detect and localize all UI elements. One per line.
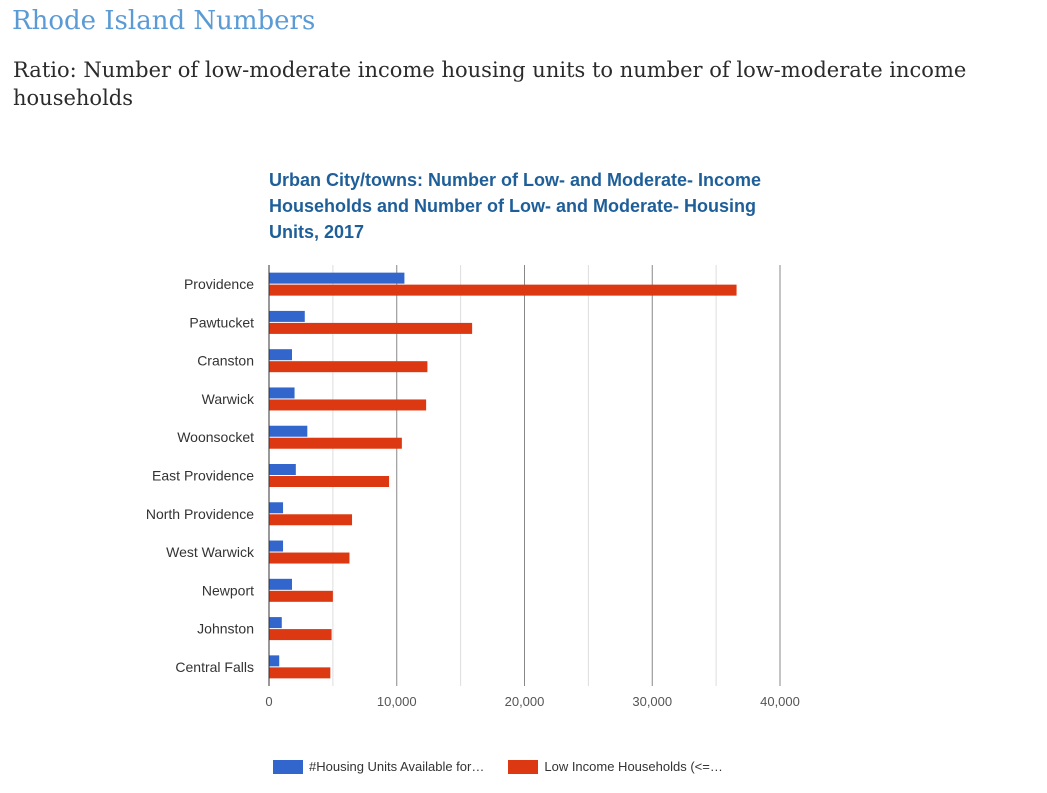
housing-units-bar[interactable] bbox=[269, 617, 282, 629]
housing-units-bar[interactable] bbox=[269, 578, 292, 590]
legend-swatch bbox=[508, 759, 539, 774]
x-tick-label: 30,000 bbox=[632, 694, 672, 709]
legend-label: #Housing Units Available for… bbox=[309, 759, 485, 774]
page-subtitle: Ratio: Number of low-moderate income hou… bbox=[13, 58, 967, 110]
category-label: Woonsocket bbox=[177, 429, 254, 445]
category-label: Newport bbox=[202, 582, 254, 598]
x-tick-label: 0 bbox=[265, 694, 272, 709]
low-income-households-bar[interactable] bbox=[269, 361, 428, 373]
low-income-households-bar[interactable] bbox=[269, 284, 737, 296]
x-tick-labels: 0 10,000 20,000 30,000 40,000 bbox=[265, 694, 800, 709]
category-label: Johnston bbox=[197, 621, 254, 637]
housing-units-bar[interactable] bbox=[269, 502, 284, 514]
low-income-households-bar[interactable] bbox=[269, 476, 390, 487]
legend: #Housing Units Available for… Low Income … bbox=[273, 759, 747, 774]
housing-units-bar[interactable] bbox=[269, 425, 308, 437]
legend-item[interactable]: #Housing Units Available for… bbox=[273, 759, 484, 774]
low-income-households-bar[interactable] bbox=[269, 399, 427, 411]
low-income-households-bar[interactable] bbox=[269, 437, 402, 449]
x-tick-label: 10,000 bbox=[377, 694, 417, 709]
low-income-households-bar[interactable] bbox=[269, 667, 331, 679]
category-label: West Warwick bbox=[166, 544, 255, 560]
low-income-households-bar[interactable] bbox=[269, 629, 332, 641]
housing-units-bar[interactable] bbox=[269, 272, 405, 284]
x-tick-label: 20,000 bbox=[505, 694, 545, 709]
chart-container: Providence Pawtucket Cranston Warwick Woonso… bbox=[0, 150, 1047, 793]
low-income-households-bar[interactable] bbox=[269, 514, 353, 526]
legend-swatch bbox=[273, 759, 303, 774]
category-label: Central Falls bbox=[175, 659, 254, 675]
housing-units-bar[interactable] bbox=[269, 349, 292, 361]
bars bbox=[269, 272, 737, 679]
site-title[interactable]: Rhode Island Numbers bbox=[12, 6, 316, 36]
category-labels: Providence Pawtucket Cranston Warwick Woonso… bbox=[146, 276, 255, 675]
housing-units-bar[interactable] bbox=[269, 387, 295, 399]
housing-units-bar[interactable] bbox=[269, 464, 296, 475]
low-income-households-bar[interactable] bbox=[269, 322, 473, 334]
category-label: Providence bbox=[184, 276, 254, 292]
category-label: Warwick bbox=[202, 391, 255, 407]
legend-item[interactable]: Low Income Households (<=… bbox=[508, 759, 723, 774]
category-label: East Providence bbox=[152, 468, 254, 484]
x-tick-label: 40,000 bbox=[760, 694, 800, 709]
housing-units-bar[interactable] bbox=[269, 540, 284, 552]
grid-lines bbox=[332, 265, 781, 686]
chart-title: Urban City/towns: Number of Low- and Mod… bbox=[269, 170, 762, 242]
category-label: Cranston bbox=[197, 353, 254, 369]
legend-label: Low Income Households (<=… bbox=[544, 759, 723, 774]
low-income-households-bar[interactable] bbox=[269, 552, 350, 564]
category-label: North Providence bbox=[146, 506, 254, 522]
bar-chart: Providence Pawtucket Cranston Warwick Woonso… bbox=[146, 265, 800, 709]
low-income-households-bar[interactable] bbox=[269, 590, 333, 602]
category-label: Pawtucket bbox=[189, 314, 254, 330]
housing-units-bar[interactable] bbox=[269, 655, 280, 667]
housing-units-bar[interactable] bbox=[269, 310, 305, 322]
